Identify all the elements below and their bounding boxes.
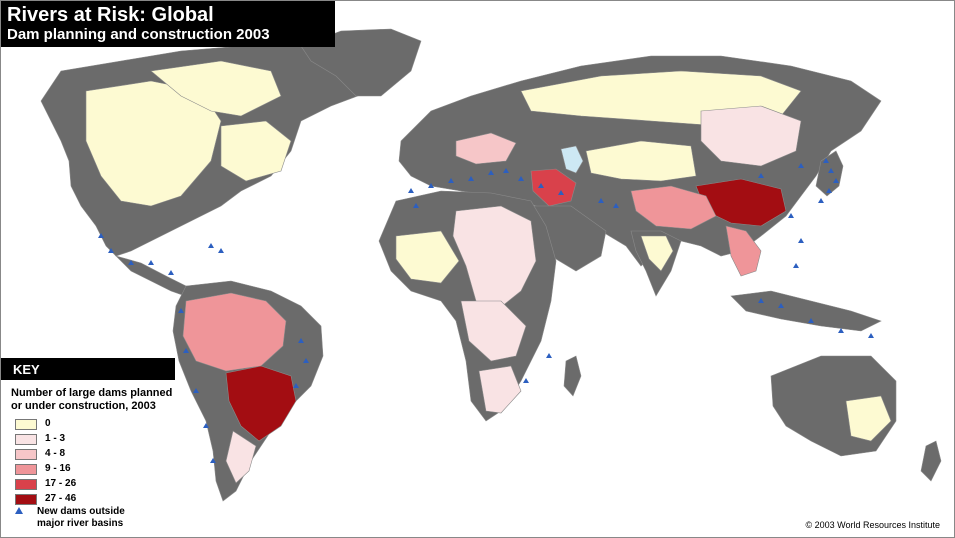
dam-marker (523, 378, 529, 383)
dam-marker-legend-line1: New dams outside (37, 506, 125, 517)
land-layer (40, 28, 942, 502)
dam-marker (128, 260, 134, 265)
key-class-swatch (15, 494, 37, 505)
nile-basin (452, 205, 537, 312)
key-class-label: 4 - 8 (45, 448, 66, 459)
dam-marker (818, 198, 824, 203)
europe-basin (455, 132, 517, 165)
dam-marker (413, 203, 419, 208)
new-zealand-land (920, 440, 942, 482)
dam-marker (408, 188, 414, 193)
niger-basin (395, 230, 460, 284)
key-description: Number of large dams planned or under co… (11, 387, 181, 413)
south-africa-basin (478, 365, 522, 414)
key-heading-box: KEY (1, 358, 175, 380)
dam-marker (518, 176, 524, 181)
title-box: Rivers at Risk: Global Dam planning and … (1, 1, 335, 47)
indonesia-land (730, 290, 882, 332)
amazon-basin (182, 292, 287, 372)
key-class-label: 1 - 3 (45, 433, 66, 444)
dam-marker (538, 183, 544, 188)
copyright-credit: © 2003 World Resources Institute (805, 520, 940, 530)
map-subtitle: Dam planning and construction 2003 (7, 26, 270, 43)
central-asia-basin (585, 140, 697, 182)
key-class-label: 9 - 16 (45, 463, 71, 474)
key-class-label: 17 - 26 (45, 478, 77, 489)
dam-marker (598, 198, 604, 203)
dam-marker (178, 308, 184, 313)
na-basin-north (150, 60, 282, 117)
madagascar-land (563, 355, 582, 397)
dam-markers (98, 158, 874, 463)
dam-marker (868, 333, 874, 338)
key-class-label: 27 - 46 (45, 493, 77, 504)
dam-marker (218, 248, 224, 253)
tigris-euphrates-basin (530, 168, 577, 207)
dam-marker (293, 383, 299, 388)
dam-marker (98, 233, 104, 238)
dam-marker (823, 158, 829, 163)
dam-marker (168, 270, 174, 275)
map-title: Rivers at Risk: Global (7, 4, 214, 26)
dam-marker (793, 263, 799, 268)
dam-marker (778, 303, 784, 308)
dam-marker (613, 203, 619, 208)
key-class-swatch (15, 419, 37, 430)
na-basin-east (220, 120, 292, 182)
mekong-basin (725, 225, 762, 277)
dam-marker (108, 248, 114, 253)
india-basin (640, 235, 674, 272)
dam-marker-legend-line2: major river basins (37, 518, 124, 529)
dam-marker (828, 168, 834, 173)
dam-marker (798, 238, 804, 243)
dam-marker (558, 190, 564, 195)
dam-marker (303, 358, 309, 363)
ganges-basin (630, 185, 717, 230)
dam-marker (758, 298, 764, 303)
dam-marker (208, 243, 214, 248)
caspian-sea (560, 145, 584, 174)
congo-basin (460, 300, 527, 362)
dam-marker (838, 328, 844, 333)
dam-marker (798, 163, 804, 168)
dam-marker (448, 178, 454, 183)
dam-marker (210, 458, 216, 463)
northeast-asia-basin (700, 105, 802, 167)
key-class-label: 0 (45, 418, 51, 429)
key-class-swatch (15, 449, 37, 460)
dam-marker (183, 348, 189, 353)
key-heading: KEY (13, 362, 40, 377)
dam-marker (503, 168, 509, 173)
dam-marker (488, 170, 494, 175)
japan-land (815, 150, 844, 197)
dam-marker (546, 353, 552, 358)
key-description-line1: Number of large dams planned (11, 387, 173, 399)
key-class-swatch (15, 479, 37, 490)
key-class-swatch (15, 434, 37, 445)
dam-marker (193, 388, 199, 393)
dam-marker (833, 178, 839, 183)
key-class-swatch (15, 464, 37, 475)
dam-marker (808, 318, 814, 323)
la-plata-basin (225, 365, 297, 442)
key-description-line2: or under construction, 2003 (11, 400, 156, 412)
dam-marker (203, 423, 209, 428)
dam-marker (428, 183, 434, 188)
sa-south-basin (225, 430, 257, 484)
dam-marker-legend-icon (15, 507, 23, 514)
murray-darling-basin (845, 395, 892, 442)
dam-marker (758, 173, 764, 178)
dam-marker (788, 213, 794, 218)
dam-marker (148, 260, 154, 265)
dam-marker (298, 338, 304, 343)
dam-marker-legend-label: New dams outside major river basins (37, 506, 147, 530)
dam-marker (826, 188, 832, 193)
dam-marker (468, 176, 474, 181)
